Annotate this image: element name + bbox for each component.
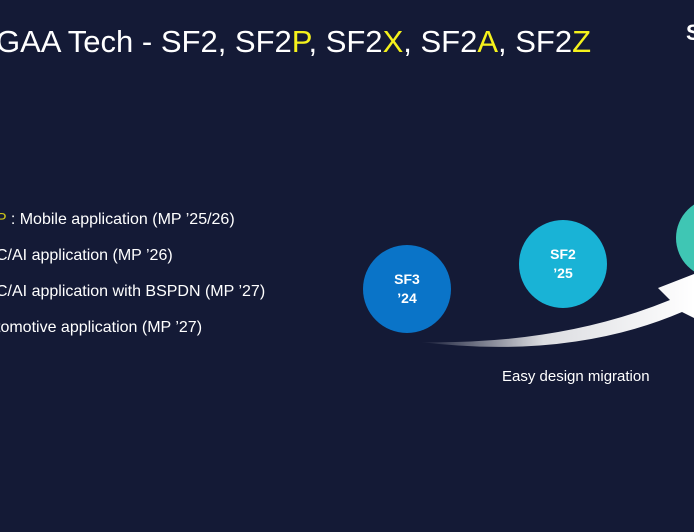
slide-title: GAA Tech - SF2, SF2P, SF2X, SF2A, SF2Z: [0, 24, 591, 60]
arrow-caption: Easy design migration: [502, 368, 650, 385]
title-highlight-z: Z: [572, 24, 592, 59]
title-text: , SF2: [403, 24, 478, 59]
title-highlight-x: X: [382, 24, 404, 59]
bullet-text: : Mobile application (MP ’25/26): [6, 211, 235, 228]
node-next: [676, 198, 694, 278]
node-sf3: SF3 ’24: [363, 245, 451, 333]
bullet-text: tomotive application (MP ’27): [0, 319, 203, 336]
bullet-item: P : Mobile application (MP ’25/26): [0, 208, 265, 244]
corner-logo-text: S: [686, 20, 694, 45]
node-sf2: SF2 ’25: [519, 220, 607, 308]
node-label: SF2: [550, 246, 576, 262]
title-highlight-p: P: [291, 24, 309, 59]
title-highlight-a: A: [477, 24, 499, 59]
title-text: GAA Tech - SF2, SF2: [0, 24, 292, 59]
bullet-item: C/AI application (MP ’26): [0, 244, 265, 280]
title-text: , SF2: [498, 24, 573, 59]
bullet-prefix: P: [0, 211, 7, 228]
bullet-item: tomotive application (MP ’27): [0, 316, 265, 352]
node-label: SF3: [394, 271, 420, 287]
bullet-text: C/AI application (MP ’26): [0, 247, 173, 264]
title-text: , SF2: [308, 24, 383, 59]
bullet-item: C/AI application with BSPDN (MP ’27): [0, 280, 265, 316]
bullet-list: P : Mobile application (MP ’25/26) C/AI …: [0, 208, 265, 352]
bullet-text: C/AI application with BSPDN (MP ’27): [0, 283, 266, 300]
node-year: ’25: [553, 265, 573, 281]
node-year: ’24: [397, 290, 417, 306]
